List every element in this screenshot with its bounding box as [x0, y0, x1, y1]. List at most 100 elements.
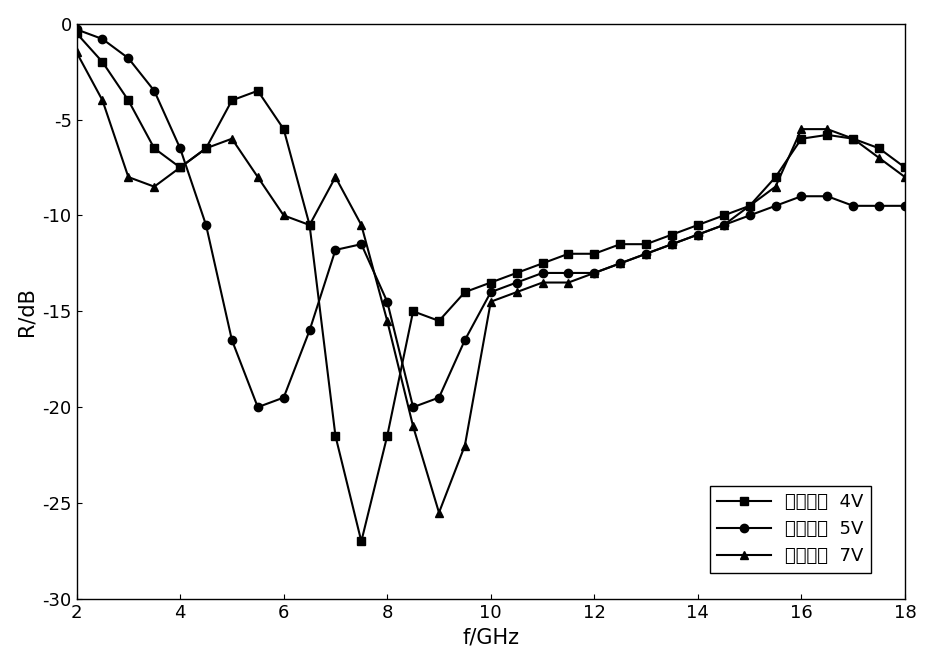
偏置电压  4V	[847, 135, 858, 143]
偏置电压  7V	[174, 163, 186, 171]
偏置电压  7V	[434, 509, 445, 517]
偏置电压  5V	[174, 144, 186, 152]
偏置电压  4V	[899, 163, 911, 171]
Line: 偏置电压  7V: 偏置电压 7V	[73, 48, 909, 517]
偏置电压  5V	[511, 278, 522, 286]
偏置电压  7V	[666, 240, 677, 248]
偏置电压  5V	[822, 193, 833, 201]
偏置电压  4V	[589, 250, 600, 258]
偏置电压  7V	[485, 297, 496, 305]
偏置电压  7V	[459, 442, 470, 450]
偏置电压  4V	[252, 87, 263, 95]
偏置电压  5V	[97, 35, 108, 43]
偏置电压  7V	[227, 135, 238, 143]
偏置电压  4V	[227, 96, 238, 104]
偏置电压  7V	[822, 125, 833, 133]
偏置电压  7V	[201, 144, 212, 152]
偏置电压  4V	[434, 317, 445, 325]
偏置电压  5V	[847, 202, 858, 210]
偏置电压  5V	[304, 327, 315, 335]
偏置电压  7V	[123, 173, 134, 181]
偏置电压  4V	[174, 163, 186, 171]
偏置电压  4V	[201, 144, 212, 152]
偏置电压  4V	[148, 144, 160, 152]
偏置电压  7V	[873, 154, 884, 162]
偏置电压  7V	[718, 221, 730, 229]
偏置电压  5V	[148, 87, 160, 95]
Line: 偏置电压  5V: 偏置电压 5V	[73, 25, 909, 411]
偏置电压  5V	[201, 221, 212, 229]
偏置电压  5V	[459, 336, 470, 344]
偏置电压  4V	[330, 432, 341, 440]
Line: 偏置电压  4V: 偏置电压 4V	[73, 29, 909, 546]
偏置电压  5V	[278, 394, 289, 402]
偏置电压  4V	[355, 537, 367, 545]
偏置电压  5V	[408, 403, 419, 411]
偏置电压  5V	[563, 269, 574, 277]
偏置电压  7V	[408, 422, 419, 430]
偏置电压  5V	[252, 403, 263, 411]
偏置电压  7V	[382, 317, 393, 325]
偏置电压  7V	[770, 183, 781, 191]
偏置电压  7V	[744, 202, 755, 210]
偏置电压  5V	[537, 269, 549, 277]
偏置电压  5V	[692, 230, 703, 238]
偏置电压  4V	[873, 144, 884, 152]
偏置电压  7V	[847, 135, 858, 143]
X-axis label: f/GHz: f/GHz	[462, 627, 520, 647]
偏置电压  7V	[640, 250, 651, 258]
偏置电压  4V	[97, 58, 108, 66]
偏置电压  5V	[770, 202, 781, 210]
偏置电压  7V	[615, 260, 626, 268]
偏置电压  7V	[97, 96, 108, 104]
偏置电压  4V	[563, 250, 574, 258]
偏置电压  4V	[640, 240, 651, 248]
偏置电压  4V	[278, 125, 289, 133]
偏置电压  7V	[537, 278, 549, 286]
偏置电压  7V	[589, 269, 600, 277]
偏置电压  4V	[304, 221, 315, 229]
偏置电压  7V	[148, 183, 160, 191]
偏置电压  4V	[71, 29, 82, 37]
偏置电压  5V	[330, 246, 341, 254]
偏置电压  7V	[355, 221, 367, 229]
偏置电压  4V	[770, 173, 781, 181]
偏置电压  5V	[796, 193, 807, 201]
偏置电压  5V	[899, 202, 911, 210]
偏置电压  7V	[278, 211, 289, 219]
偏置电压  4V	[408, 307, 419, 315]
偏置电压  5V	[873, 202, 884, 210]
偏置电压  7V	[252, 173, 263, 181]
偏置电压  5V	[589, 269, 600, 277]
偏置电压  7V	[563, 278, 574, 286]
偏置电压  4V	[796, 135, 807, 143]
偏置电压  5V	[744, 211, 755, 219]
偏置电压  5V	[485, 288, 496, 296]
Legend: 偏置电压  4V, 偏置电压  5V, 偏置电压  7V: 偏置电压 4V, 偏置电压 5V, 偏置电压 7V	[710, 486, 871, 572]
偏置电压  4V	[459, 288, 470, 296]
Y-axis label: R/dB: R/dB	[17, 287, 36, 336]
偏置电压  5V	[718, 221, 730, 229]
偏置电压  4V	[666, 230, 677, 238]
偏置电压  4V	[692, 221, 703, 229]
偏置电压  4V	[485, 278, 496, 286]
偏置电压  7V	[692, 230, 703, 238]
偏置电压  7V	[304, 221, 315, 229]
偏置电压  4V	[718, 211, 730, 219]
偏置电压  5V	[382, 297, 393, 305]
偏置电压  4V	[822, 131, 833, 139]
偏置电压  5V	[666, 240, 677, 248]
偏置电压  7V	[71, 48, 82, 56]
偏置电压  7V	[511, 288, 522, 296]
偏置电压  7V	[796, 125, 807, 133]
偏置电压  5V	[615, 260, 626, 268]
偏置电压  5V	[434, 394, 445, 402]
偏置电压  4V	[382, 432, 393, 440]
偏置电压  5V	[123, 54, 134, 62]
偏置电压  4V	[537, 260, 549, 268]
偏置电压  4V	[615, 240, 626, 248]
偏置电压  7V	[330, 173, 341, 181]
偏置电压  4V	[744, 202, 755, 210]
偏置电压  5V	[227, 336, 238, 344]
偏置电压  4V	[123, 96, 134, 104]
